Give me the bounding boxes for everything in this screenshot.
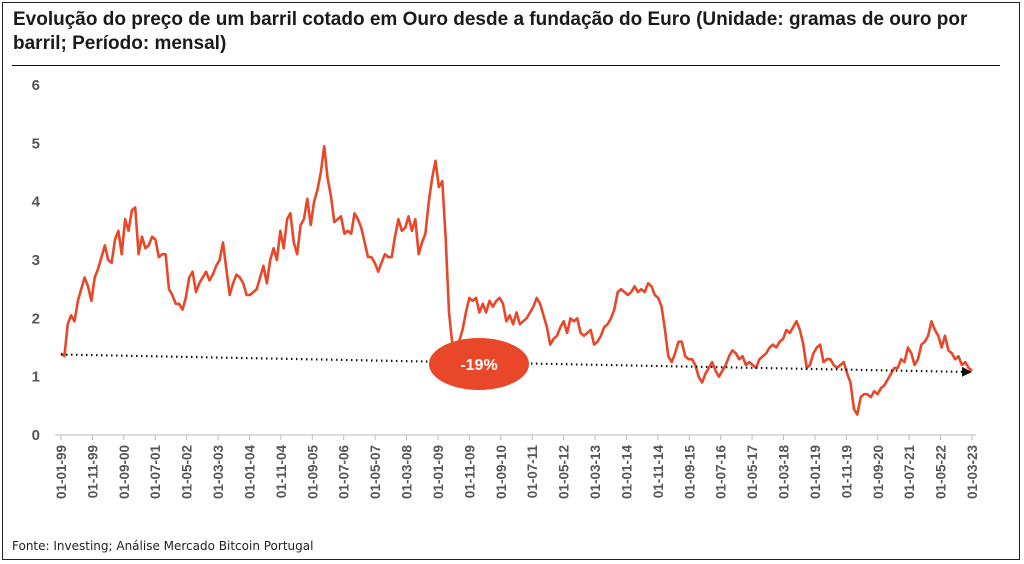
x-tick-label: 01-11-09 [462,445,477,498]
title-divider [12,65,1000,66]
x-tick-label: 01-01-19 [808,445,823,499]
x-tick-label: 01-05-12 [557,445,572,499]
y-tick-label: 4 [32,194,41,211]
x-tick-label: 01-07-11 [525,445,540,499]
change-badge-shape [429,338,529,390]
x-tick-label: 01-05-22 [934,445,949,499]
y-axis: 0 1 2 3 4 5 6 [32,77,41,444]
x-tick-label: 01-09-00 [117,445,132,499]
x-tick-label: 01-01-14 [619,445,634,500]
x-tick-label: 01-03-08 [400,445,415,500]
x-tick-label: 01-09-15 [682,445,697,500]
x-tick-label: 01-03-13 [588,445,603,500]
source-footer: Fonte: Investing; Análise Mercado Bitcoi… [12,539,314,553]
x-tick-label: 01-01-04 [242,445,257,500]
chart-title: Evolução do preço de um barril cotado em… [13,9,968,54]
change-badge: -19% [429,338,529,390]
x-tick-label: 01-07-06 [337,445,352,500]
x-tick-label: 01-09-05 [305,445,320,500]
x-tick-label: 01-01-99 [54,445,69,499]
x-tick-label: 01-09-10 [494,445,509,499]
x-tick-label: 01-07-01 [148,445,163,500]
x-tick-label: 01-11-99 [85,445,100,498]
x-tick-label: 01-03-18 [777,445,792,500]
x-tick-label: 01-07-16 [714,445,729,500]
y-tick-label: 5 [32,135,40,152]
x-tick-label: 01-05-07 [368,445,383,499]
y-tick-label: 1 [32,369,40,386]
y-tick-label: 0 [32,427,40,444]
x-tick-label: 01-03-03 [211,445,226,500]
x-tick-label: 01-09-20 [871,445,886,499]
y-tick-label: 3 [32,252,40,269]
x-tick-label: 01-01-09 [431,445,446,499]
y-tick-label: 6 [32,77,40,94]
change-badge-text: -19% [460,357,497,374]
x-tick-label: 01-03-23 [965,445,980,500]
x-tick-label: 01-11-14 [651,445,666,499]
x-tick-label: 01-11-04 [274,445,289,499]
x-tick-label: 01-05-02 [180,445,195,499]
series-line [60,145,973,416]
x-tick-label: 01-11-19 [839,445,854,498]
x-axis: 01-01-99 01-11-99 01-09-00 01-07-01 01-05-02… [54,435,980,499]
x-tick-label: 01-07-21 [902,445,917,500]
x-tick-label: 01-05-17 [745,445,760,499]
y-tick-label: 2 [32,310,40,327]
